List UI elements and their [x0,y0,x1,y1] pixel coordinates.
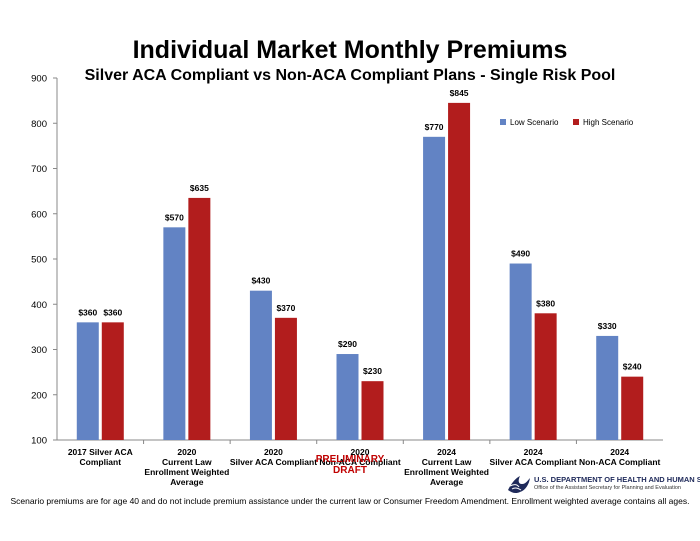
data-label: $570 [165,212,184,222]
data-label: $635 [190,183,209,193]
legend-label: Low Scenario [510,118,559,127]
bar-low [163,227,186,440]
bar-low [423,136,446,440]
y-tick-label: 800 [31,119,47,130]
x-tick-label: 2020 [264,447,283,457]
x-tick-label: Enrollment Weighted [144,467,229,477]
bar-low [76,322,99,440]
data-label: $770 [425,122,444,132]
y-tick-label: 200 [31,390,47,401]
footnote: Scenario premiums are for age 40 and do … [10,496,690,506]
hhs-eagle-icon [508,476,530,494]
x-tick-label: 2024 [524,447,543,457]
data-label: $360 [78,307,97,317]
y-tick-label: 500 [31,255,47,266]
x-tick-label: 2020 [351,447,370,457]
x-tick-label: Non-ACA Compliant [319,457,401,467]
bar-high [448,102,471,440]
y-tick-label: 900 [31,74,47,85]
bar-high [621,376,644,440]
data-label: $370 [276,303,295,313]
y-tick-label: 700 [31,164,47,175]
legend-swatch [500,119,506,125]
data-label: $490 [511,249,530,259]
bar-low [249,290,272,440]
x-tick-label: Current Law [162,457,212,467]
x-tick-label: 2020 [177,447,196,457]
x-tick-label: Current Law [422,457,472,467]
x-tick-label: Compliant [80,457,122,467]
legend-label: High Scenario [583,118,634,127]
chart-title: Individual Market Monthly Premiums [132,36,568,64]
data-label: $240 [623,362,642,372]
x-tick-label: 2024 [437,447,456,457]
y-tick-label: 100 [31,436,47,447]
data-label: $845 [450,88,469,98]
x-tick-label: Average [430,477,464,487]
data-label: $430 [251,276,270,286]
preliminary-draft-label: PRELIMINARY DRAFT [315,454,385,476]
chart-subtitle: Silver ACA Compliant vs Non-ACA Complian… [84,67,616,84]
data-label: $290 [338,339,357,349]
x-tick-label: Average [170,477,204,487]
bar-high [188,197,211,440]
bar-low [509,263,532,440]
bar-high [534,313,557,440]
data-label: $230 [363,366,382,376]
agency-office: Office of the Assistant Secretary for Pl… [534,485,681,491]
bar-high [101,322,124,440]
x-tick-label: Enrollment Weighted [404,467,489,477]
y-tick-label: 300 [31,345,47,356]
bar-high [361,381,384,440]
data-label: $330 [598,321,617,331]
x-tick-label: 2024 [610,447,629,457]
bar-low [336,354,359,440]
legend-swatch [573,119,579,125]
bar-high [274,317,297,440]
bar-low [596,335,619,440]
data-label: $360 [103,307,122,317]
x-tick-label: Non-ACA Compliant [579,457,661,467]
x-tick-label: Silver ACA Compliant [490,457,577,467]
data-label: $380 [536,298,555,308]
x-tick-label: 2017 Silver ACA [68,447,133,457]
agency-name: U.S. DEPARTMENT OF HEALTH AND HUMAN SERV… [534,475,700,484]
x-tick-label: Silver ACA Compliant [230,457,317,467]
y-tick-label: 400 [31,300,47,311]
y-tick-label: 600 [31,209,47,220]
